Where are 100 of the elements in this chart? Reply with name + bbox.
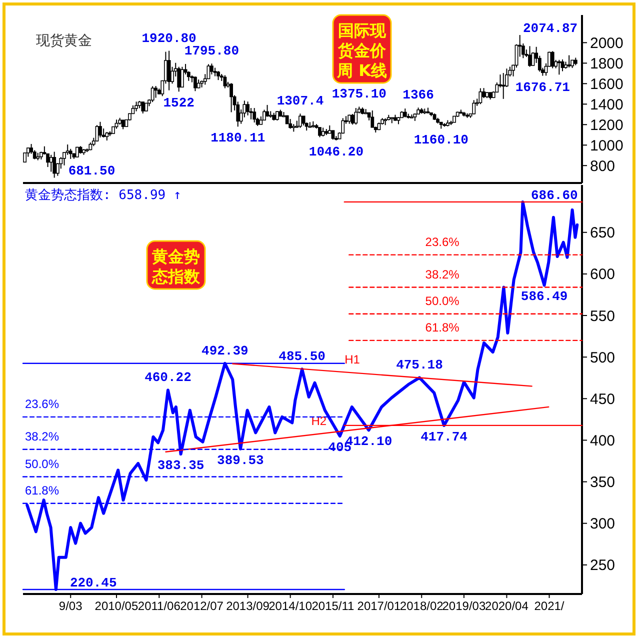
series-label: 23.6% (425, 234, 460, 249)
y-tick-label: 800 (590, 158, 616, 175)
candlestick (348, 114, 352, 124)
candlestick (154, 85, 158, 98)
candlestick (180, 66, 184, 88)
x-tick-label: 2021/ (534, 599, 565, 613)
annotation: 1676.71 (515, 80, 570, 95)
candlestick (528, 46, 532, 68)
candlestick (95, 124, 99, 142)
annotation: 686.60 (531, 188, 578, 203)
annotation: 1375.10 (332, 86, 387, 102)
y-tick-label: 600 (590, 266, 616, 284)
annotation: 1920.80 (142, 30, 197, 46)
series-label: 61.8% (25, 483, 60, 498)
annotation: 国际现货金价周 K线 (336, 21, 387, 80)
candlestick (472, 100, 476, 115)
annotation: 2074.87 (523, 20, 578, 36)
candlestick (318, 126, 322, 138)
annotation: 1160.10 (414, 132, 469, 148)
candlestick (177, 66, 181, 92)
annotation: 460.22 (144, 370, 192, 386)
chart-subtitle: 黄金势态指数: 658.99 ↑ (25, 188, 182, 203)
candlestick (560, 58, 564, 72)
annotation: 475.18 (396, 358, 444, 373)
series-label: H1 (344, 352, 360, 367)
x-tick-label: 2014/10 (268, 599, 312, 613)
annotation: 681.50 (68, 164, 116, 179)
candlestick (288, 118, 292, 130)
annotation: 1522 (163, 96, 195, 111)
candlestick (246, 101, 250, 116)
candlestick (252, 108, 256, 123)
x-tick-label: 2019/03 (442, 599, 486, 613)
annotation: 417.74 (420, 429, 468, 444)
x-tick-label: 2015/11 (312, 599, 355, 613)
x-tick-label: 2018/02 (400, 599, 444, 613)
annotation: 1307.4 (276, 94, 324, 109)
candlestick (150, 86, 154, 103)
candlestick (298, 113, 302, 128)
candlestick (66, 144, 70, 156)
candlestick (167, 50, 171, 91)
y-tick-label: 250 (590, 557, 616, 574)
y-tick-label: 1200 (590, 116, 624, 134)
candlestick (557, 59, 561, 76)
x-tick-label: 2012/07 (180, 599, 224, 613)
y-tick-label: 400 (590, 432, 616, 450)
y-tick-label: 2000 (590, 34, 624, 52)
annotation: 485.50 (278, 349, 326, 364)
candlestick (216, 70, 220, 81)
x-tick-label: 2017/01 (357, 599, 401, 613)
candlestick (482, 88, 486, 99)
candlestick (567, 54, 571, 68)
annotation: 1180.11 (210, 130, 266, 146)
annotation: 389.53 (217, 452, 264, 468)
annotation: 586.49 (520, 289, 568, 304)
series-label: H2 (311, 414, 327, 428)
candlestick (478, 88, 482, 105)
x-tick-label: 2010/05 (94, 599, 138, 613)
y-tick-label: 350 (590, 474, 616, 492)
x-tick-label: 2011/06 (138, 599, 181, 613)
annotation: 492.39 (202, 343, 249, 358)
text: 现货黄金 (36, 33, 92, 49)
series-label: 38.2% (425, 267, 460, 282)
annotation: 1046.20 (308, 144, 364, 160)
candlestick (502, 72, 506, 100)
y-tick-label: 550 (590, 308, 616, 325)
series-label: 23.6% (25, 396, 60, 411)
y-tick-label: 450 (590, 390, 616, 408)
candlestick (210, 63, 214, 75)
annotation: 黄金势态指数 (151, 247, 201, 286)
candlestick (550, 50, 554, 69)
candlestick (331, 130, 335, 140)
candlestick (121, 119, 125, 130)
y-tick-label: 300 (590, 516, 616, 533)
y-tick-label: 1600 (590, 76, 624, 93)
y-tick-label: 500 (590, 349, 616, 366)
candlestick (223, 74, 227, 89)
series-label: 50.0% (25, 456, 60, 471)
line-series (26, 200, 579, 591)
x-tick-label: 9/03 (58, 599, 83, 613)
series-label: 61.8% (425, 320, 460, 334)
candlestick (354, 108, 358, 126)
candlestick (98, 121, 102, 138)
candlestick (275, 110, 279, 122)
y-tick-label: 1400 (590, 96, 624, 114)
y-tick-label: 1800 (590, 55, 624, 72)
candlestick (194, 76, 197, 92)
annotation: 220.45 (70, 575, 117, 590)
candlestick (134, 101, 138, 112)
annotation: 1366 (402, 88, 434, 103)
annotation: 1795.80 (184, 44, 240, 59)
x-tick-label: 2020/04 (485, 599, 529, 613)
x-tick-label: 2013/09 (226, 599, 270, 613)
candlestick (230, 82, 234, 113)
candlestick (52, 151, 56, 178)
y-tick-label: 650 (590, 224, 616, 242)
candlestick (68, 148, 72, 160)
candlestick (141, 101, 145, 114)
series-label: 50.0% (425, 294, 460, 308)
annotation: 383.35 (157, 458, 204, 474)
y-tick-label: 1000 (590, 137, 624, 154)
